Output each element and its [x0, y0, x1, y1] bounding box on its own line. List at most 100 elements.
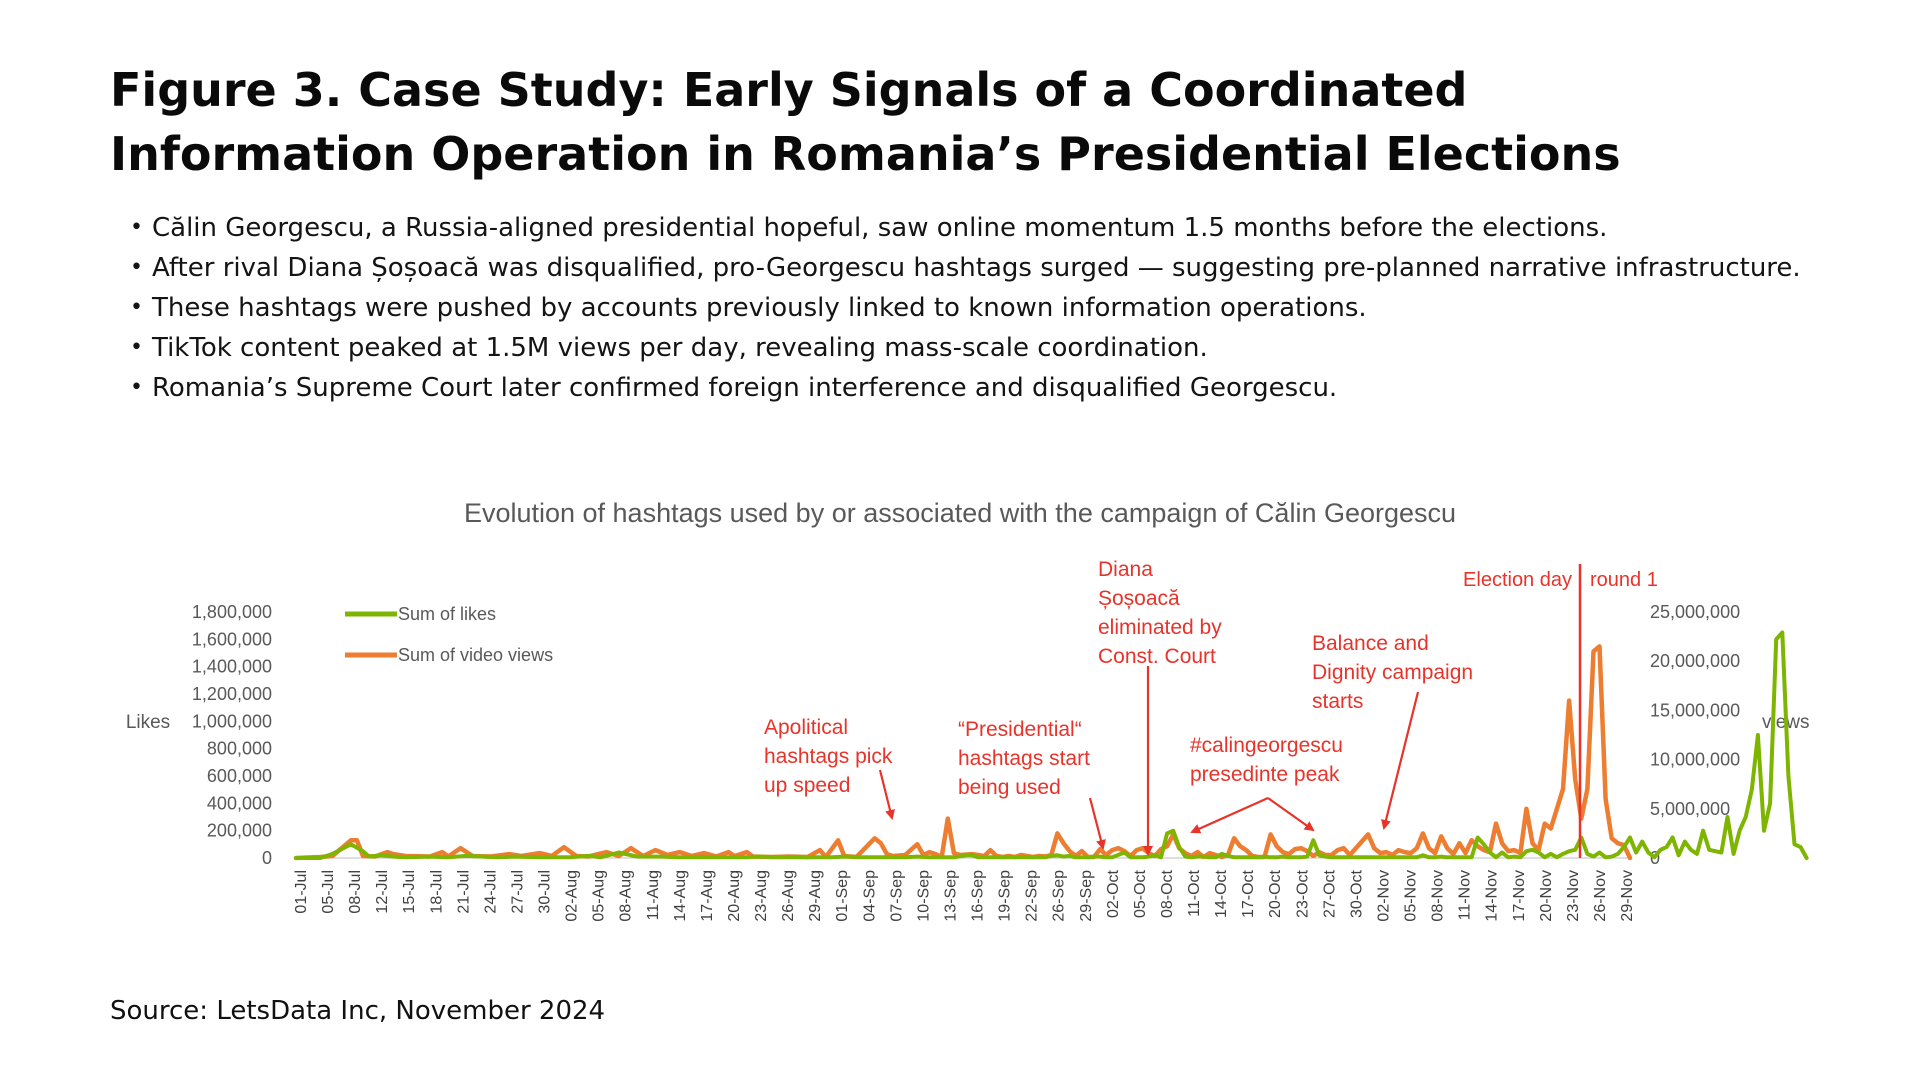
x-tick-label: 21-Jul — [455, 870, 472, 914]
election-round-label: round 1 — [1590, 569, 1658, 591]
y-right-tick-label: 20,000,000 — [1650, 651, 1740, 671]
bullet-item: After rival Diana Șoșoacă was disqualifi… — [130, 248, 1850, 288]
likes-series-line — [294, 630, 1809, 860]
x-tick-label: 10-Sep — [915, 870, 932, 922]
x-tick-label: 26-Aug — [780, 870, 797, 922]
x-tick-label: 18-Jul — [428, 870, 445, 914]
annotation-sosoaca-text: eliminated by — [1098, 616, 1222, 639]
x-tick-label: 16-Sep — [970, 870, 987, 922]
bullet-item: These hashtags were pushed by accounts p… — [130, 288, 1850, 328]
figure-title-line-1: Figure 3. Case Study: Early Signals of a… — [110, 63, 1468, 117]
annotation-calingeorgescu-text: #calingeorgescu — [1190, 734, 1343, 757]
x-tick-label: 11-Oct — [1186, 869, 1203, 916]
chart-title: Evolution of hashtags used by or associa… — [464, 498, 1456, 528]
y-right-tick-label: 25,000,000 — [1650, 602, 1740, 622]
x-tick-label: 02-Aug — [564, 870, 581, 922]
y-right-tick-label: 10,000,000 — [1650, 750, 1740, 770]
x-tick-label: 02-Oct — [1105, 869, 1122, 918]
hashtag-evolution-chart: Evolution of hashtags used by or associa… — [0, 480, 1920, 960]
annotation-presidential-text: “Presidential“ — [958, 718, 1082, 741]
x-tick-label: 14-Nov — [1484, 870, 1501, 922]
x-tick-label: 01-Sep — [834, 870, 851, 922]
annotation-apolitical-text: hashtags pick — [764, 745, 893, 768]
x-tick-label: 08-Jul — [347, 870, 364, 914]
y-left-tick-label: 0 — [262, 848, 272, 868]
annotation-apolitical-text: Apolitical — [764, 716, 848, 739]
y-right-tick-label: 15,000,000 — [1650, 700, 1740, 720]
key-findings-list: Călin Georgescu, a Russia-aligned presid… — [130, 208, 1850, 408]
x-tick-label: 08-Aug — [618, 870, 635, 922]
x-tick-label: 13-Sep — [942, 870, 959, 922]
x-tick-label: 29-Sep — [1078, 870, 1095, 922]
legend-likes-label: Sum of likes — [398, 604, 496, 624]
annotation-calingeorgescu-text: presedinte peak — [1190, 763, 1340, 786]
y-right-tick-label: 5,000,000 — [1650, 799, 1730, 819]
y-left-tick-label: 800,000 — [207, 739, 272, 759]
x-tick-label: 29-Nov — [1619, 870, 1636, 922]
x-tick-label: 11-Aug — [645, 870, 662, 920]
election-day-label: Election day — [1463, 569, 1572, 591]
annotation-balance-text: Dignity campaign — [1312, 661, 1473, 684]
y-left-tick-label: 600,000 — [207, 766, 272, 786]
x-tick-label: 14-Aug — [672, 870, 689, 922]
x-tick-label: 30-Oct — [1348, 869, 1365, 918]
x-tick-label: 20-Nov — [1538, 870, 1555, 922]
x-tick-label: 19-Sep — [997, 870, 1014, 922]
x-tick-label: 12-Jul — [374, 870, 391, 914]
x-tick-label: 20-Aug — [726, 870, 743, 922]
x-tick-label: 23-Nov — [1565, 870, 1582, 922]
y-left-axis-title: Likes — [126, 712, 170, 733]
y-left-tick-label: 400,000 — [207, 793, 272, 813]
bullet-item: Călin Georgescu, a Russia-aligned presid… — [130, 208, 1850, 248]
x-tick-label: 15-Jul — [401, 870, 418, 914]
y-left-tick-label: 1,200,000 — [192, 684, 272, 704]
x-tick-label: 01-Jul — [293, 870, 310, 914]
y-left-tick-label: 1,400,000 — [192, 657, 272, 677]
x-tick-label: 27-Jul — [509, 870, 526, 914]
x-tick-label: 07-Sep — [888, 870, 905, 922]
x-tick-label: 05-Nov — [1403, 870, 1420, 922]
x-tick-label: 14-Oct — [1213, 869, 1230, 918]
x-tick-label: 02-Nov — [1375, 870, 1392, 922]
annotation-sosoaca-text: Const. Court — [1098, 645, 1216, 668]
x-tick-label: 27-Oct — [1321, 869, 1338, 918]
source-note: Source: LetsData Inc, November 2024 — [110, 996, 606, 1026]
annotation-presidential-arrow — [1088, 797, 1106, 850]
bullet-item: Romania’s Supreme Court later confirmed … — [130, 368, 1850, 408]
y-left-tick-label: 200,000 — [207, 821, 272, 841]
x-tick-label: 17-Nov — [1511, 870, 1528, 922]
annotation-apolitical-text: up speed — [764, 774, 850, 797]
annotation-balance-text: Balance and — [1312, 632, 1429, 655]
figure-title-line-2: Information Operation in Romania’s Presi… — [110, 127, 1621, 181]
x-tick-label: 17-Aug — [699, 870, 716, 922]
bullet-item: TikTok content peaked at 1.5M views per … — [130, 328, 1850, 368]
annotation-sosoaca-text: Șoșoacă — [1098, 587, 1180, 610]
x-tick-label: 17-Oct — [1240, 869, 1257, 918]
annotation-balance-arrow — [1381, 691, 1420, 830]
legend-views-label: Sum of video views — [398, 645, 553, 665]
annotation-apolitical-arrow — [878, 769, 895, 820]
x-tick-label: 20-Oct — [1267, 869, 1284, 918]
x-tick-label: 30-Jul — [537, 870, 554, 914]
x-tick-label: 05-Aug — [591, 870, 608, 922]
x-tick-label: 23-Oct — [1294, 869, 1311, 918]
chart-canvas: Evolution of hashtags used by or associa… — [126, 498, 1810, 922]
x-tick-label: 11-Nov — [1457, 870, 1474, 920]
x-tick-label: 08-Nov — [1430, 870, 1447, 922]
y-left-tick-label: 1,600,000 — [192, 629, 272, 649]
annotation-calingeorgescu-arrow — [1190, 796, 1269, 834]
x-tick-label: 26-Nov — [1592, 870, 1609, 922]
annotation-presidential-text: being used — [958, 776, 1061, 799]
x-tick-label: 23-Aug — [753, 870, 770, 922]
annotation-balance-text: starts — [1312, 690, 1363, 713]
x-tick-label: 05-Jul — [320, 870, 337, 914]
annotation-presidential-text: hashtags start — [958, 747, 1090, 770]
x-tick-label: 05-Oct — [1132, 869, 1149, 918]
x-tick-label: 29-Aug — [807, 870, 824, 922]
y-left-tick-label: 1,800,000 — [192, 602, 272, 622]
x-tick-label: 04-Sep — [861, 870, 878, 922]
x-tick-label: 26-Sep — [1051, 870, 1068, 922]
x-tick-label: 24-Jul — [482, 870, 499, 914]
y-left-tick-label: 1,000,000 — [192, 711, 272, 731]
figure-title: Figure 3. Case Study: Early Signals of a… — [110, 58, 1830, 186]
